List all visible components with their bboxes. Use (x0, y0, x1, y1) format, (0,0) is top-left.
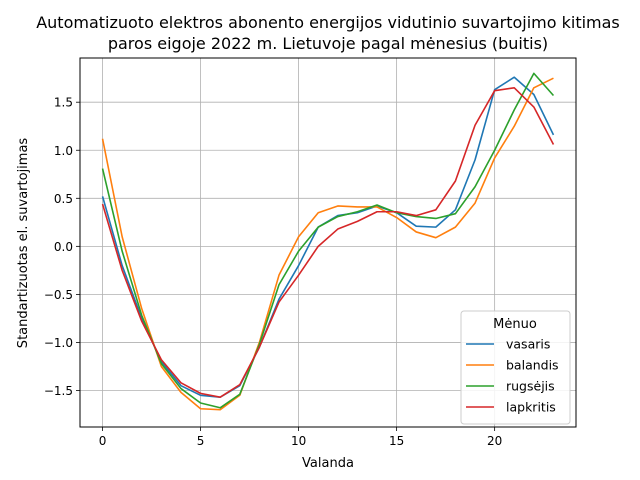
y-tick-label: 1.5 (54, 96, 73, 110)
y-tick-label: −0.5 (44, 288, 73, 302)
y-tick-label: −1.5 (44, 384, 73, 398)
plot-area-frame (79, 57, 577, 428)
y-axis-label: Standartizuotas el. suvartojimas (16, 138, 31, 349)
legend-title: Mėnuo (493, 317, 537, 332)
x-axis-ticks: 0 5 10 15 20 (99, 427, 502, 448)
x-tick-label: 10 (291, 434, 306, 448)
y-axis-ticks: −1.5 −1.0 −0.5 0.0 0.5 1.0 1.5 (44, 96, 80, 398)
legend-label-rugsėjis: rugsėjis (506, 379, 555, 394)
series-line-lapkritis (101, 86, 555, 399)
legend: Mėnuo vasaris balandis rugsėjis lapkritis (460, 310, 571, 425)
legend-box (460, 310, 571, 425)
x-tick-label: 0 (99, 434, 107, 448)
legend-label-vasaris: vasaris (506, 337, 550, 352)
legend-label-lapkritis: lapkritis (506, 400, 556, 415)
series-line-balandis (101, 77, 554, 411)
series-line-rugsėjis (101, 72, 555, 409)
x-tick-label: 15 (389, 434, 404, 448)
x-tick-label: 5 (197, 434, 205, 448)
chart-title-line-2: paros eigoje 2022 m. Lietuvoje pagal mėn… (108, 34, 548, 53)
series-lines (101, 72, 555, 411)
y-tick-label: 1.0 (54, 144, 73, 158)
y-tick-label: 0.0 (54, 240, 73, 254)
legend-label-balandis: balandis (506, 358, 559, 373)
x-tick-label: 20 (487, 434, 502, 448)
legend-items: vasaris balandis rugsėjis lapkritis (466, 337, 559, 415)
x-axis-label: Valanda (302, 456, 354, 471)
y-tick-label: −1.0 (44, 336, 73, 350)
chart-title-line-1: Automatizuoto elektros abonento energijo… (36, 13, 620, 32)
y-tick-label: 0.5 (54, 192, 73, 206)
grid (80, 58, 576, 427)
